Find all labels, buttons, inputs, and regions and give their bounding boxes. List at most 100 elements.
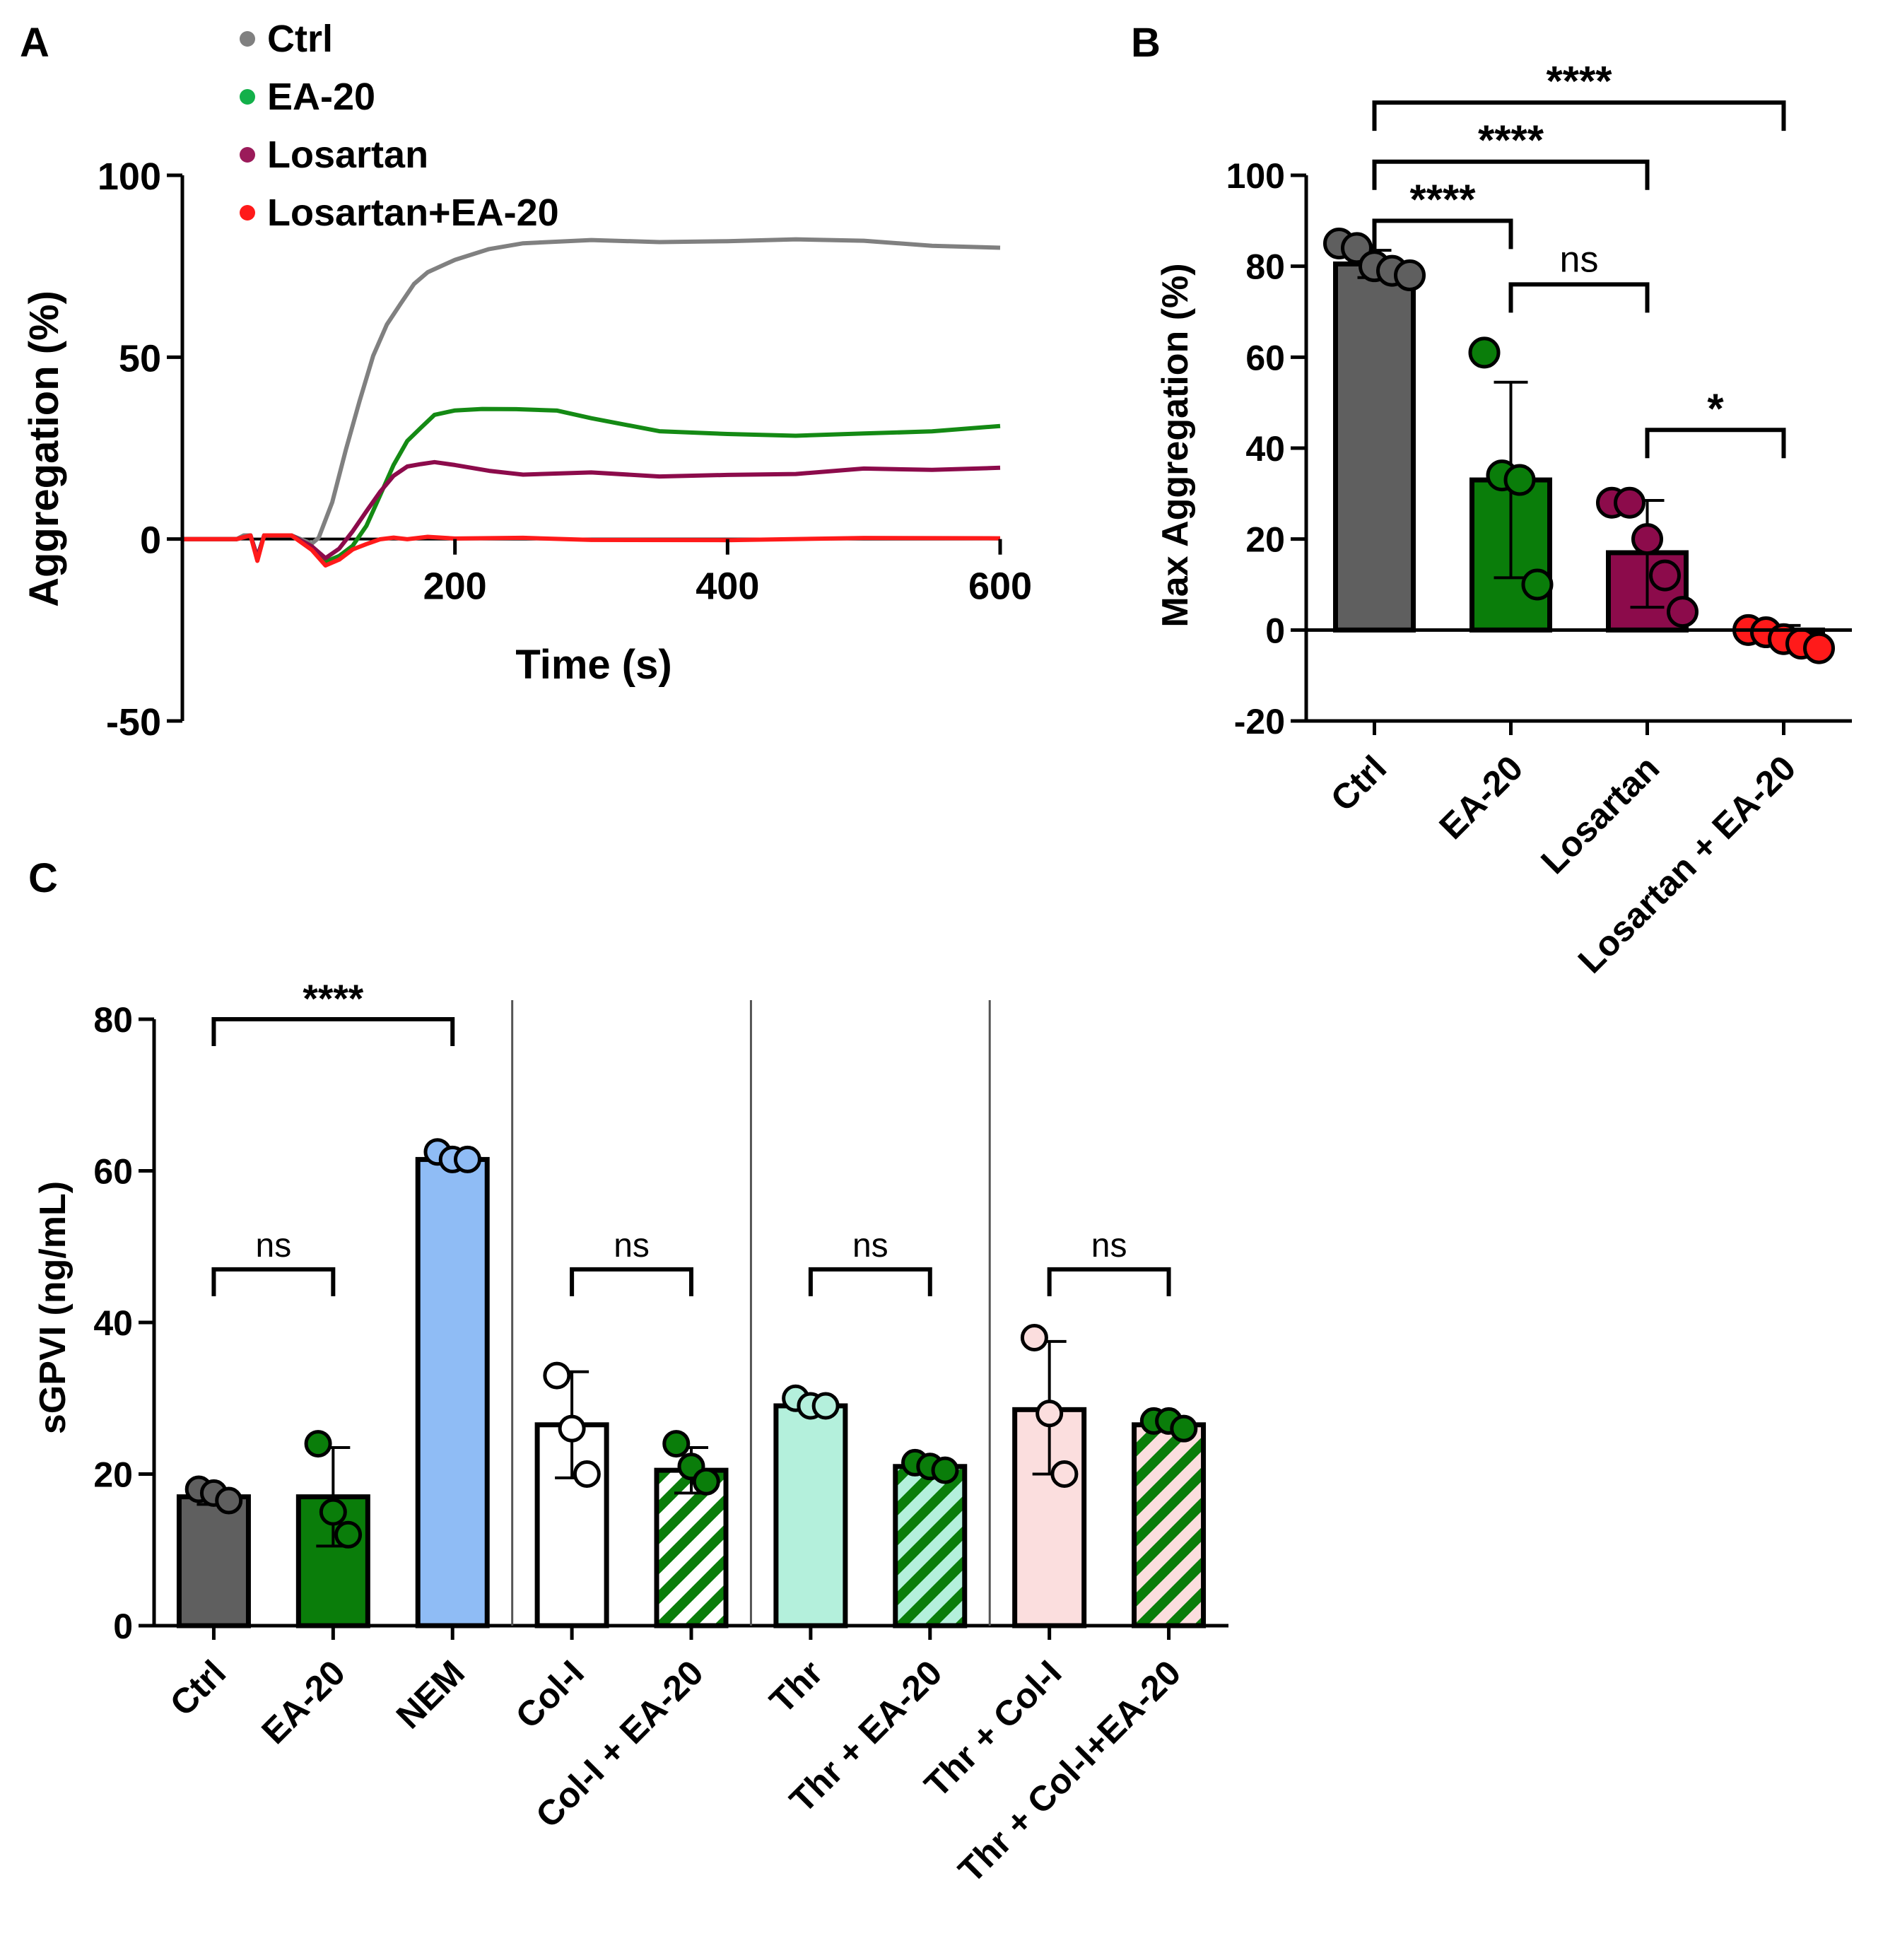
- x-tick-label: 400: [696, 565, 759, 608]
- y-tick-label: 80: [1245, 247, 1285, 287]
- data-point-ctrl: [215, 1486, 243, 1515]
- significance-bracket: [1508, 282, 1650, 313]
- x-tick-label-losartan: Losartan: [1533, 748, 1667, 881]
- legend-label-losartan: Losartan: [267, 134, 428, 176]
- y-tick-label: 20: [1245, 520, 1285, 560]
- significance-bracket: [1645, 428, 1786, 459]
- legend-marker-ctrl: [240, 31, 255, 47]
- significance-label: ****: [1478, 117, 1544, 164]
- significance-bracket: [211, 1267, 336, 1296]
- significance-label: ****: [1546, 57, 1612, 105]
- y-tick-label: 0: [1265, 611, 1285, 650]
- data-point-ea-20: [1468, 336, 1501, 369]
- y-axis-label: Aggregation (%): [21, 291, 67, 607]
- y-tick-label: 40: [93, 1303, 133, 1343]
- legend: Ctrl EA-20 Losartan Losartan+EA-20: [240, 18, 559, 234]
- data-point-col-i: [573, 1460, 601, 1488]
- y-tick-label: 100: [1226, 156, 1285, 196]
- significance-label: ns: [614, 1227, 650, 1264]
- panel-label-a: A: [20, 20, 49, 66]
- x-tick-label-col-i: Col-I: [508, 1653, 592, 1736]
- panel-a-aggregation-trace: Ctrl EA-20 Losartan Losartan+EA-20 -50 0 50 10…: [21, 18, 1032, 744]
- bar-ctrl: [176, 1494, 251, 1629]
- y-axis-label: sGPVI (ng/mL): [33, 1181, 74, 1434]
- bar-thr-ea-20: [893, 1464, 968, 1629]
- y-tick-label: 0: [113, 1607, 133, 1646]
- bar-thr-col-i-ea-20: [1132, 1422, 1207, 1629]
- y-tick-label: 40: [1245, 429, 1285, 469]
- panel-label-b: B: [1131, 20, 1161, 66]
- data-point-losartan: [1631, 523, 1663, 556]
- data-point-thr-col-i: [1050, 1460, 1079, 1488]
- significance-bracket: [808, 1267, 932, 1296]
- bars: [176, 1138, 1207, 1629]
- significance-label: *: [1707, 385, 1724, 432]
- significance-bracket: [1372, 218, 1513, 250]
- axes: -50 0 50 100 200 400 600: [98, 155, 1032, 744]
- x-tick-label-ea-20: EA-20: [254, 1653, 353, 1751]
- y-tick-label: -50: [106, 701, 161, 744]
- y-tick-label: 0: [140, 520, 161, 562]
- x-tick-label-thr: Thr: [762, 1653, 831, 1721]
- data-point-losartan: [1649, 559, 1681, 592]
- data-point-ea-20: [1521, 568, 1554, 601]
- legend-label-ea-20: EA-20: [267, 76, 375, 118]
- y-tick-label: 80: [93, 1000, 133, 1040]
- legend-label-ctrl: Ctrl: [267, 18, 333, 60]
- data-point-thr: [811, 1392, 840, 1420]
- bar-ctrl: [1333, 261, 1416, 633]
- bar-thr: [773, 1403, 848, 1629]
- significance-bracket: [1372, 100, 1786, 131]
- significance-label: ns: [852, 1227, 888, 1264]
- significance-brackets: **** ns ns ns ns: [211, 977, 1171, 1296]
- significance-bracket: [1047, 1267, 1171, 1296]
- x-tick-label-thr-col-i-ea-20: Thr + Col-I+EA-20: [951, 1653, 1188, 1890]
- legend-marker-losartan: [240, 147, 255, 163]
- y-tick-label: 100: [98, 155, 161, 198]
- line-series: [182, 237, 1001, 568]
- y-tick-label: 20: [93, 1455, 133, 1495]
- x-tick-label-nem: NEM: [389, 1653, 472, 1736]
- data-point-col-i-ea-20: [662, 1430, 691, 1458]
- legend-label-losartan-ea-20: Losartan+EA-20: [267, 192, 559, 234]
- bar-nem: [415, 1156, 490, 1629]
- series-line-losartan-ea-20: [182, 533, 1001, 568]
- legend-marker-losartan-ea-20: [240, 205, 255, 221]
- data-point-ea-20: [304, 1430, 332, 1458]
- series-line-ctrl: [182, 237, 1001, 560]
- significance-bracket: [1372, 159, 1650, 190]
- panel-label-c: C: [28, 855, 58, 901]
- x-tick-label-ea-20: EA-20: [1431, 748, 1530, 847]
- x-axis-label: Time (s): [515, 642, 671, 688]
- significance-label: ns: [1560, 239, 1599, 280]
- significance-brackets: ************ns*: [1372, 57, 1786, 459]
- x-tick-label: 600: [968, 565, 1032, 608]
- data-point-losartan: [1614, 486, 1645, 519]
- data-point-nem: [453, 1145, 481, 1173]
- data-point-ea-20: [319, 1498, 347, 1526]
- data-point-col-i-ea-20: [692, 1467, 720, 1496]
- y-tick-label: 60: [93, 1152, 133, 1192]
- y-axis-label: Max Aggregation (%): [1155, 263, 1196, 627]
- data-point-losartan: [1667, 596, 1699, 628]
- data-point-ctrl: [1394, 259, 1426, 292]
- significance-label: ns: [1091, 1227, 1127, 1264]
- data-point-col-i: [558, 1414, 586, 1443]
- data-point-losartan-ea-20: [1803, 632, 1835, 664]
- significance-label: ****: [303, 977, 363, 1021]
- significance-bracket: [211, 1017, 455, 1046]
- y-tick-label: -20: [1234, 702, 1285, 741]
- bars: [1323, 228, 1835, 664]
- x-tick-label-ctrl: Ctrl: [163, 1653, 233, 1723]
- legend-marker-ea-20: [240, 89, 255, 105]
- x-tick-label: 200: [423, 565, 487, 608]
- data-point-thr-col-i: [1035, 1399, 1064, 1428]
- significance-label: ****: [1409, 175, 1476, 223]
- data-point-ea-20: [1503, 464, 1536, 496]
- y-tick-label: 50: [119, 337, 161, 380]
- x-tick-label-ctrl: Ctrl: [1323, 748, 1394, 818]
- data-point-col-i: [543, 1361, 571, 1390]
